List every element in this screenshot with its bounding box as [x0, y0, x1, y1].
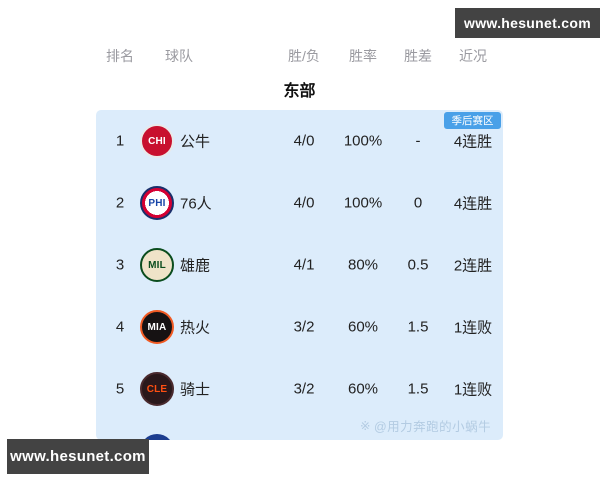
team-name: 热火 [180, 319, 211, 337]
col-header-games-behind: 胜差 [404, 48, 432, 64]
col-header-team: 球队 [165, 48, 193, 64]
next-team-logo-partial [140, 434, 174, 440]
win-loss-cell: 4/0 [293, 132, 315, 150]
streak-cell: 4连胜 [453, 133, 493, 151]
win-loss-cell: 4/0 [293, 194, 315, 212]
rank-cell: 2 [115, 194, 125, 212]
team-logo: CHI [140, 124, 174, 158]
conference-title: 东部 [283, 83, 316, 100]
win-loss-cell: 3/2 [293, 380, 315, 398]
streak-cell: 1连败 [453, 319, 493, 337]
col-header-win-pct: 胜率 [349, 48, 377, 64]
rank-cell: 4 [115, 318, 125, 336]
team-logo: CLE [140, 372, 174, 406]
team-name: 公牛 [180, 133, 211, 151]
games-behind-cell: 0 [413, 194, 423, 212]
team-name: 骑士 [180, 381, 211, 399]
rank-cell: 5 [115, 380, 125, 398]
standings-row[interactable]: 2 PHI 76人 4/0 100% 0 4连胜 [96, 172, 503, 234]
standings-row[interactable]: 4 MIA 热火 3/2 60% 1.5 1连败 [96, 296, 503, 358]
win-pct-cell: 60% [347, 318, 379, 336]
win-pct-cell: 100% [343, 132, 383, 150]
col-header-win-loss: 胜/负 [288, 48, 320, 64]
weibo-icon: ※ [360, 418, 371, 433]
site-watermark-top: www.hesunet.com [455, 8, 600, 38]
standings-row[interactable]: 3 MIL 雄鹿 4/1 80% 0.5 2连胜 [96, 234, 503, 296]
col-header-rank: 排名 [106, 48, 134, 64]
win-loss-cell: 3/2 [293, 318, 315, 336]
games-behind-cell: 0.5 [407, 256, 429, 274]
team-logo: PHI [140, 186, 174, 220]
site-watermark-bottom: www.hesunet.com [7, 439, 149, 474]
team-name: 76人 [180, 195, 212, 213]
standings-rows: 1 CHI 公牛 4/0 100% - 4连胜 2 PHI 76人 4/0 10… [96, 110, 503, 420]
streak-cell: 1连败 [453, 381, 493, 399]
win-pct-cell: 100% [343, 194, 383, 212]
games-behind-cell: - [415, 132, 421, 150]
win-pct-cell: 60% [347, 380, 379, 398]
streak-cell: 2连胜 [453, 257, 493, 275]
win-pct-cell: 80% [347, 256, 379, 274]
team-logo: MIL [140, 248, 174, 282]
standings-row[interactable]: 5 CLE 骑士 3/2 60% 1.5 1连败 [96, 358, 503, 420]
team-name: 雄鹿 [180, 257, 211, 275]
rank-cell: 3 [115, 256, 125, 274]
streak-cell: 4连胜 [453, 195, 493, 213]
watermark-text: @用力奔跑的小蜗牛 [373, 419, 492, 434]
col-header-recent: 近况 [459, 48, 487, 64]
table-header-row: 排名 球队 胜/负 胜率 胜差 近况 [96, 46, 503, 64]
rank-cell: 1 [115, 132, 125, 150]
standings-row[interactable]: 1 CHI 公牛 4/0 100% - 4连胜 [96, 110, 503, 172]
games-behind-cell: 1.5 [407, 318, 429, 336]
team-logo: MIA [140, 310, 174, 344]
standings-table: 季后赛区 1 CHI 公牛 4/0 100% - 4连胜 2 PHI 76人 4… [96, 110, 503, 440]
win-loss-cell: 4/1 [293, 256, 315, 274]
author-watermark: ※ @用力奔跑的小蜗牛 [360, 416, 491, 434]
playoff-zone-badge: 季后赛区 [444, 112, 501, 129]
games-behind-cell: 1.5 [407, 380, 429, 398]
